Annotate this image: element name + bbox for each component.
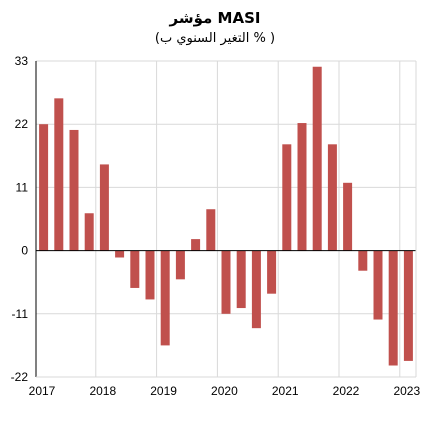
- y-tick-label: 22: [15, 117, 29, 131]
- bar: [145, 250, 155, 300]
- bar: [267, 250, 277, 294]
- bar: [160, 250, 170, 346]
- bar: [69, 129, 79, 251]
- bar: [297, 123, 307, 251]
- bar: [54, 98, 64, 251]
- bar: [191, 239, 201, 251]
- x-tick-label: 2021: [272, 384, 299, 398]
- x-tick-label: 2020: [211, 384, 238, 398]
- bar: [282, 144, 292, 251]
- bar: [206, 209, 216, 251]
- bar: [358, 250, 368, 271]
- x-tick-label: 2018: [89, 384, 116, 398]
- bar: [373, 250, 383, 320]
- bar: [236, 250, 246, 309]
- y-tick-label: -22: [11, 370, 29, 384]
- bar: [221, 250, 231, 314]
- bar: [388, 250, 398, 366]
- bar: [312, 66, 322, 251]
- y-tick-label: 33: [15, 54, 29, 68]
- bar: [130, 250, 140, 288]
- bars: [39, 66, 413, 366]
- bar: [99, 164, 109, 251]
- bar: [251, 250, 261, 329]
- x-tick-label: 2017: [29, 384, 56, 398]
- bar: [39, 124, 49, 251]
- axes: [35, 61, 417, 378]
- y-tick-label: -11: [12, 307, 29, 321]
- chart-subtitle: (التغير السنوي ب % ): [154, 31, 276, 46]
- bar: [327, 144, 337, 251]
- y-tick-label: 0: [21, 244, 28, 258]
- bar: [403, 250, 413, 361]
- x-tick-label: 2019: [150, 384, 177, 398]
- x-tick-label: 2023: [393, 384, 420, 398]
- chart-title: مؤشر MASI: [169, 9, 261, 27]
- bar: [343, 182, 353, 251]
- bar: [84, 213, 94, 251]
- x-tick-label: 2022: [333, 384, 360, 398]
- bar: [115, 250, 125, 258]
- y-tick-label: 11: [16, 180, 29, 194]
- bar: [175, 250, 185, 280]
